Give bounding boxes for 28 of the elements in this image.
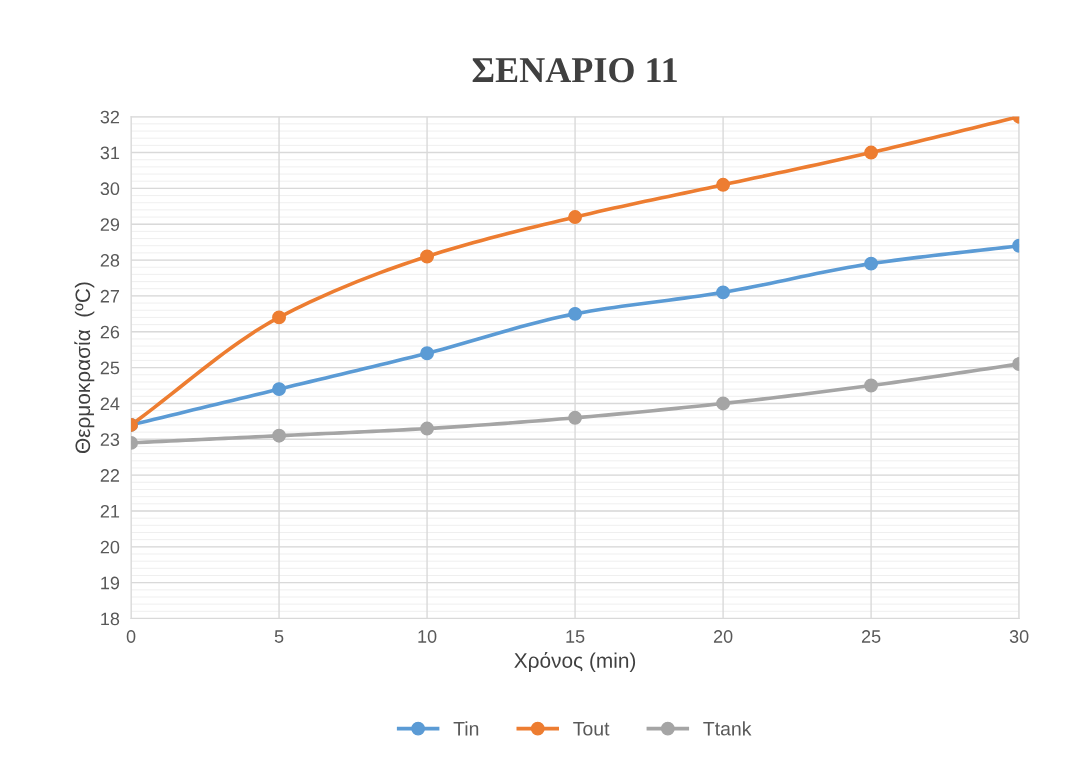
y-tick-label: 29 [100, 218, 120, 231]
x-tick-label: 20 [713, 630, 733, 643]
chart-title: ΣΕΝΑΡΙΟ 11 [472, 58, 677, 83]
y-tick-label: 21 [100, 504, 120, 518]
y-tick-label: 28 [100, 254, 120, 267]
y-axis-title: Θερμοκρασία (ºC) [74, 282, 95, 454]
x-tick-label: 0 [126, 630, 136, 643]
y-tick-label: 19 [101, 576, 120, 590]
legend-label: Tout [573, 722, 610, 736]
x-tick-label: 5 [274, 630, 284, 643]
x-tick-label: 10 [418, 630, 437, 643]
y-tick-label: 22 [100, 469, 120, 482]
y-tick-label: 26 [100, 325, 120, 339]
y-tick-label: 31 [100, 146, 120, 160]
y-tick-label: 18 [101, 612, 120, 626]
y-tick-label: 24 [100, 397, 120, 410]
legend-label: Ttank [703, 721, 752, 736]
y-tick-label: 32 [100, 110, 120, 124]
x-tick-label: 15 [566, 630, 585, 643]
y-tick-label: 23 [100, 433, 120, 447]
legend-label: Tin [453, 721, 479, 736]
x-axis-title: Χρόνος (min) [514, 652, 636, 673]
y-tick-label: 27 [100, 289, 120, 303]
y-tick-label: 30 [100, 182, 120, 196]
y-tick-label: 25 [100, 361, 120, 375]
x-tick-label: 25 [861, 630, 881, 643]
x-tick-label: 30 [1009, 630, 1029, 643]
y-tick-label: 20 [100, 540, 120, 554]
